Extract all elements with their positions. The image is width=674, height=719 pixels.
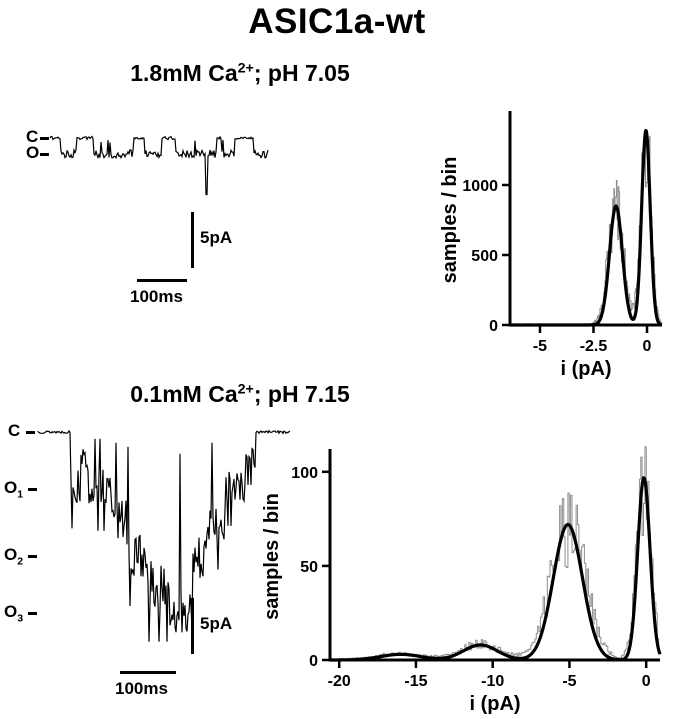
axis-text: 100	[291, 465, 318, 482]
trace-b-vertical-scale-bar	[191, 598, 194, 654]
axis-text: -20	[328, 673, 351, 690]
panel-a-subtitle: 1.8mM Ca2+; pH 7.05	[40, 60, 440, 87]
trace-a-vertical-scale-label: 5pA	[200, 228, 233, 247]
trace-a-closed-level-tick	[40, 137, 49, 140]
axis-text: 1000	[462, 178, 498, 195]
trace-b-open1-level-sub: 1	[17, 488, 24, 501]
trace-a-horizontal-scale-bar	[137, 279, 187, 282]
trace-a-vertical-scale-bar	[191, 212, 194, 268]
panel-b-subtitle-prefix: 0.1mM Ca	[130, 381, 238, 407]
gaussian-fit-curve	[508, 128, 664, 327]
trace-b-open2-level-sub: 2	[17, 555, 24, 568]
trace-a-horizontal-scale-label: 100ms	[130, 287, 183, 306]
axis-text: 0	[642, 673, 651, 690]
y-axis-label: samples / bin	[439, 157, 461, 284]
trace-b-open3-level-sub: 3	[17, 612, 24, 625]
y-axis-label: samples / bin	[261, 493, 283, 620]
trace-a-closed-level-label: C	[26, 128, 38, 146]
trace-b-open1-level-tick	[28, 488, 37, 491]
trace-b-vertical-scale-label: 5pA	[200, 614, 233, 633]
trace-b-open3-level-tick	[28, 612, 37, 615]
panel-b-subtitle-suffix: ; pH 7.15	[253, 381, 350, 407]
trace-b-open3-level-text: O	[4, 602, 18, 621]
trace-b-open1-level-text: O	[4, 478, 18, 497]
axis-text: -15	[404, 673, 427, 690]
trace-b-open2-level-text: O	[4, 545, 18, 564]
histogram-b: 0 50 100 -20 -15 -10 -5 0 i (pA) samples / bin	[261, 446, 662, 715]
trace-b-open2-level-label: O2	[4, 546, 23, 570]
trace-b-closed-level-text: C	[8, 421, 21, 440]
axis-text: -5	[533, 338, 547, 355]
trace-a-recording	[49, 135, 269, 196]
figure-title: ASIC1a-wt	[248, 2, 426, 41]
panel-b-subtitle: 0.1mM Ca2+; pH 7.15	[40, 381, 440, 408]
axis-text: 50	[300, 559, 318, 576]
x-axis-label: i (pA)	[469, 693, 520, 715]
trace-b-open1-level-label: O1	[4, 479, 23, 503]
axis-text: 500	[471, 248, 498, 265]
trace-a-open-level-tick	[40, 153, 49, 156]
trace-a-path	[49, 135, 269, 196]
axis-text: 0	[309, 653, 318, 670]
panel-a-subtitle-suffix: ; pH 7.05	[253, 60, 350, 86]
panel-a-subtitle-superscript: 2+	[237, 60, 254, 77]
trace-b-horizontal-scale-label: 100ms	[115, 679, 168, 698]
trace-b-open3-level-label: O3	[4, 603, 23, 627]
trace-b-recording	[37, 429, 291, 642]
panel-a-subtitle-prefix: 1.8mM Ca	[130, 60, 238, 86]
trace-b-horizontal-scale-bar	[120, 671, 176, 674]
axis-text: 0	[643, 338, 652, 355]
trace-a-open-level-text: O	[26, 143, 40, 162]
axis-text: -10	[481, 673, 504, 690]
x-axis-label: i (pA)	[560, 358, 611, 380]
trace-a-open-level-label: O	[26, 144, 39, 162]
histogram-a: 0 500 1000 -5 -2.5 0 i (pA) samples / bin	[439, 111, 664, 380]
trace-b-path	[37, 429, 291, 642]
trace-b-closed-level-label: C	[8, 422, 20, 446]
trace-b-open2-level-tick	[28, 555, 37, 558]
histogram-trace	[330, 446, 660, 661]
gaussian-fit-curve	[329, 476, 662, 662]
panel-b-subtitle-superscript: 2+	[237, 381, 254, 398]
trace-a-closed-level-text: C	[26, 127, 39, 146]
axis-text: 0	[489, 318, 498, 335]
trace-b-closed-level-tick	[26, 431, 35, 434]
axis-text: -2.5	[580, 338, 608, 355]
axis-text: -5	[562, 673, 576, 690]
